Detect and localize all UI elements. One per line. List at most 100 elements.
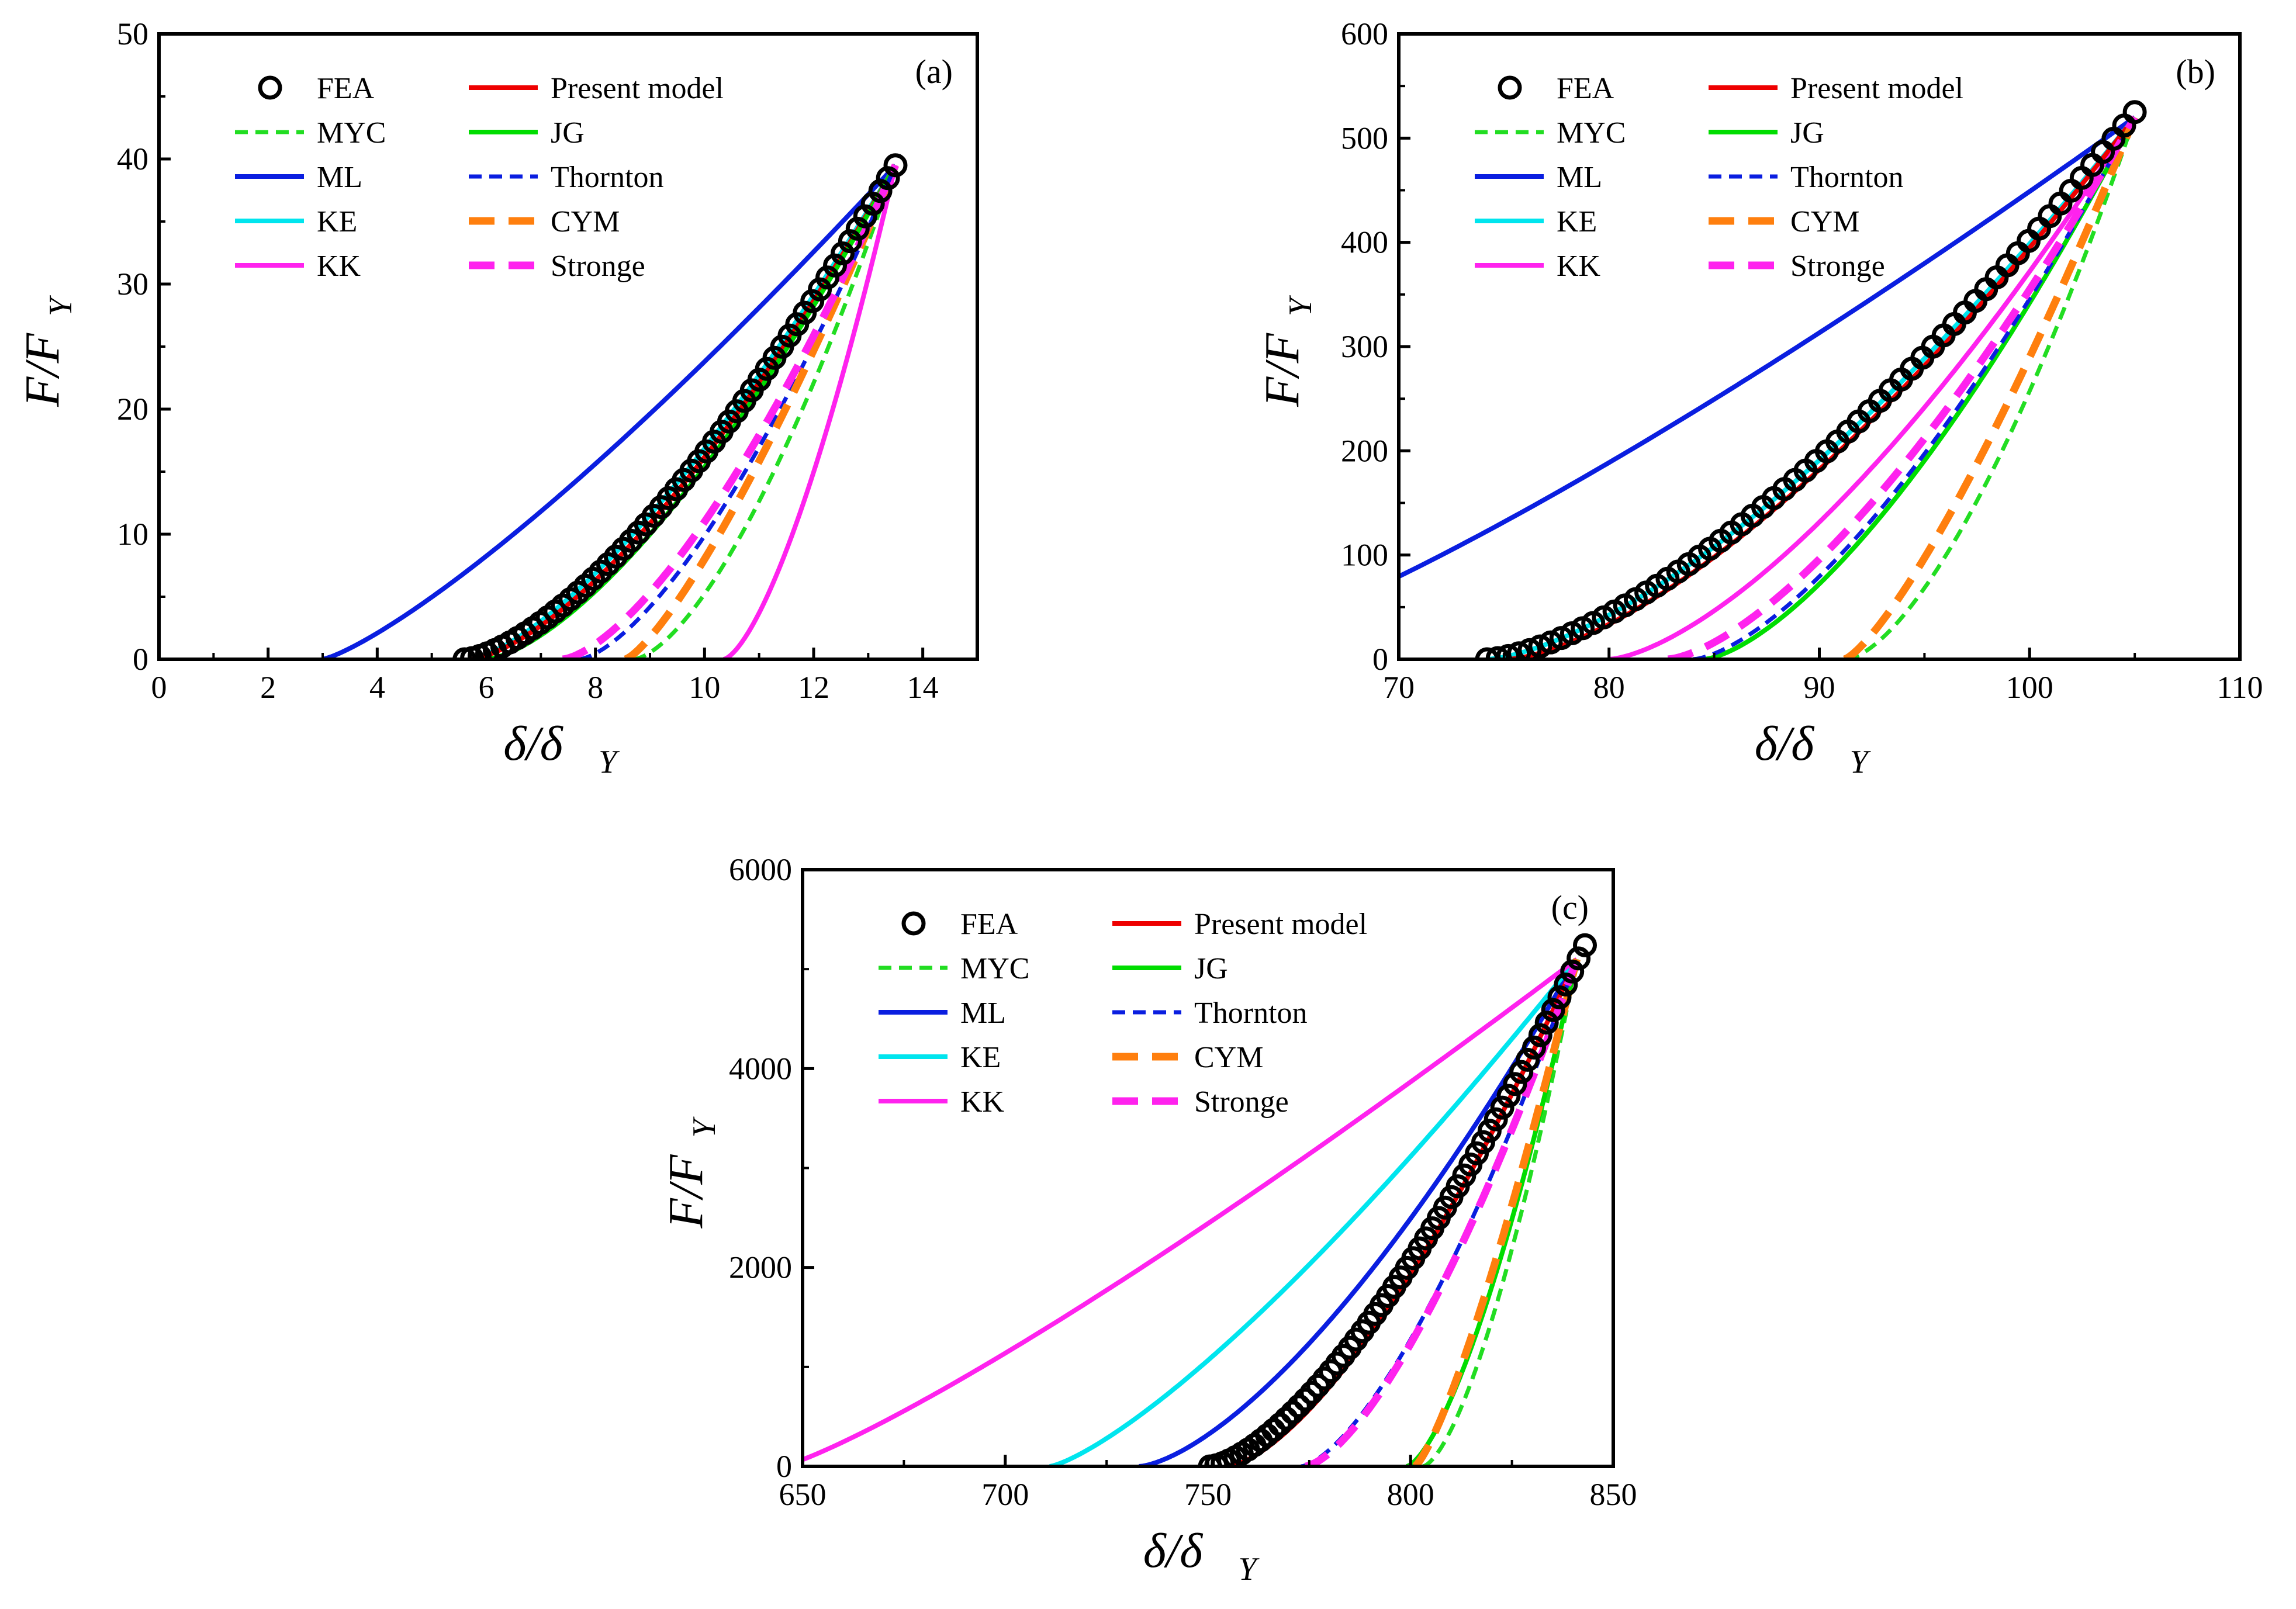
x-axis-title: δ/δ [1143,1524,1204,1578]
fea-point [1496,1084,1521,1108]
series-line-stronge [1303,958,1581,1466]
legend-fea-marker [258,75,282,100]
x-tick-label: 100 [2006,670,2053,705]
y-tick-label: 4000 [729,1051,792,1086]
y-tick-label: 600 [1341,16,1388,51]
panel-label: (b) [2176,53,2215,91]
series-line-cym [1412,958,1581,1466]
x-tick-label: 90 [1804,670,1835,705]
legend-label: Present model [1194,908,1367,941]
legend-label: FEA [960,908,1018,941]
fea-point [1484,1107,1508,1132]
series-line-myc [1846,116,2137,659]
fea-point [1554,973,1578,996]
y-tick-label: 0 [1372,642,1388,677]
legend-label: Thornton [551,161,664,194]
fea-point [1528,1023,1552,1047]
fea-point [1268,1412,1292,1437]
x-tick-label: 2 [260,670,276,705]
fea-point [815,265,840,290]
fea-point [800,289,825,313]
legend-label: Present model [1790,72,1963,105]
legend-label: KE [960,1041,1001,1074]
legend: FEA MYC ML KE KK Present model JG Thornton CYM St… [235,72,724,283]
y-tick-label: 40 [117,141,148,177]
x-tick-label: 8 [587,670,603,705]
series-line-ke [1049,957,1579,1466]
fea-point [1534,1011,1559,1035]
panel-label: (c) [1551,888,1589,926]
series-line-stronge [1667,115,2138,659]
x-tick-label: 110 [2217,670,2263,705]
series-line-myc [1422,959,1579,1466]
y-axis-title: F/F [15,332,70,407]
y-axis-title-group: F/F Y [15,295,79,407]
x-tick-label: 0 [151,670,167,705]
fea-point [1299,1380,1324,1405]
series-line-ml [322,163,897,659]
x-axis-title: δ/δ [503,717,563,771]
x-tick-label: 650 [779,1477,827,1512]
fea-point [831,241,855,265]
y-tick-label: 500 [1341,120,1388,155]
legend-label: MYC [960,952,1029,985]
chart-panel-2: 70 80 90 100 110 0 100 200 300 400 500 600 δ/δ Y F/F Y (… [1255,16,2263,780]
y-axis-title: F/F [1255,332,1309,407]
series-line-present-model [1507,116,2137,659]
x-axis-title: δ/δ [1755,717,1815,771]
series-line-thornton [579,164,898,659]
x-tick-label: 700 [981,1477,1029,1512]
y-tick-label: 2000 [729,1250,792,1285]
fea-point [1509,1060,1534,1084]
x-tick-label: 80 [1593,670,1625,705]
series-line-myc [633,164,898,659]
y-tick-label: 6000 [729,852,792,887]
chart-panel-1: 0 2 4 6 8 10 12 14 0 10 20 30 40 50 δ/δ Y F/F Y (a) FEA MYC M… [15,16,979,780]
x-tick-label: 70 [1383,670,1415,705]
fea-point [1496,643,1520,659]
legend-label: Stronge [1790,250,1885,283]
legend-label: KE [1557,205,1597,238]
series-line-ke [1486,116,2137,659]
series-line-cym [1842,116,2139,659]
legend-label: Thornton [1790,161,1904,194]
legend-label: JG [551,116,585,150]
legend-label: CYM [551,205,620,238]
y-tick-label: 10 [117,517,148,552]
fea-point [1528,634,1552,659]
y-tick-label: 0 [133,642,148,677]
legend-label: KE [317,205,357,238]
fea-point [1274,1406,1298,1431]
y-axis-title-sub: Y [43,295,79,316]
legend-label: CYM [1194,1041,1263,1074]
fea-markers [1475,100,2147,659]
y-axis-title-group: F/F Y [1255,295,1319,407]
y-tick-label: 100 [1341,538,1388,573]
x-tick-label: 12 [798,670,829,705]
series-line-present-model [1227,958,1579,1466]
x-tick-label: 850 [1590,1477,1637,1512]
fea-point [1287,1394,1311,1418]
legend-label: Stronge [1194,1085,1289,1119]
series-line-kk [803,957,1579,1462]
curves-group [322,153,908,659]
fea-markers [1198,933,1597,1466]
y-axis-title-group: F/F Y [659,1116,722,1229]
legend-label: FEA [1557,72,1614,105]
fea-point [1560,959,1585,984]
legend: FEA MYC ML KE KK Present model JG Thornton CYM St… [1475,72,1963,283]
series-line-kk [722,164,898,659]
fea-point [1490,1095,1514,1120]
fea-point [1541,998,1565,1022]
legend-label: ML [960,996,1006,1030]
legend-label: CYM [1790,205,1859,238]
x-tick-label: 750 [1184,1477,1232,1512]
chart-panel-3: 650 700 750 800 850 0 2000 4000 6000 δ/δ Y F/F Y (c) F… [659,852,1637,1587]
fea-point [808,277,832,302]
fea-point [2122,100,2147,124]
y-tick-label: 0 [776,1449,792,1484]
fea-point [1503,1072,1527,1096]
y-tick-label: 200 [1341,433,1388,468]
legend-label: MYC [1557,116,1626,150]
legend-label: JG [1194,952,1228,985]
